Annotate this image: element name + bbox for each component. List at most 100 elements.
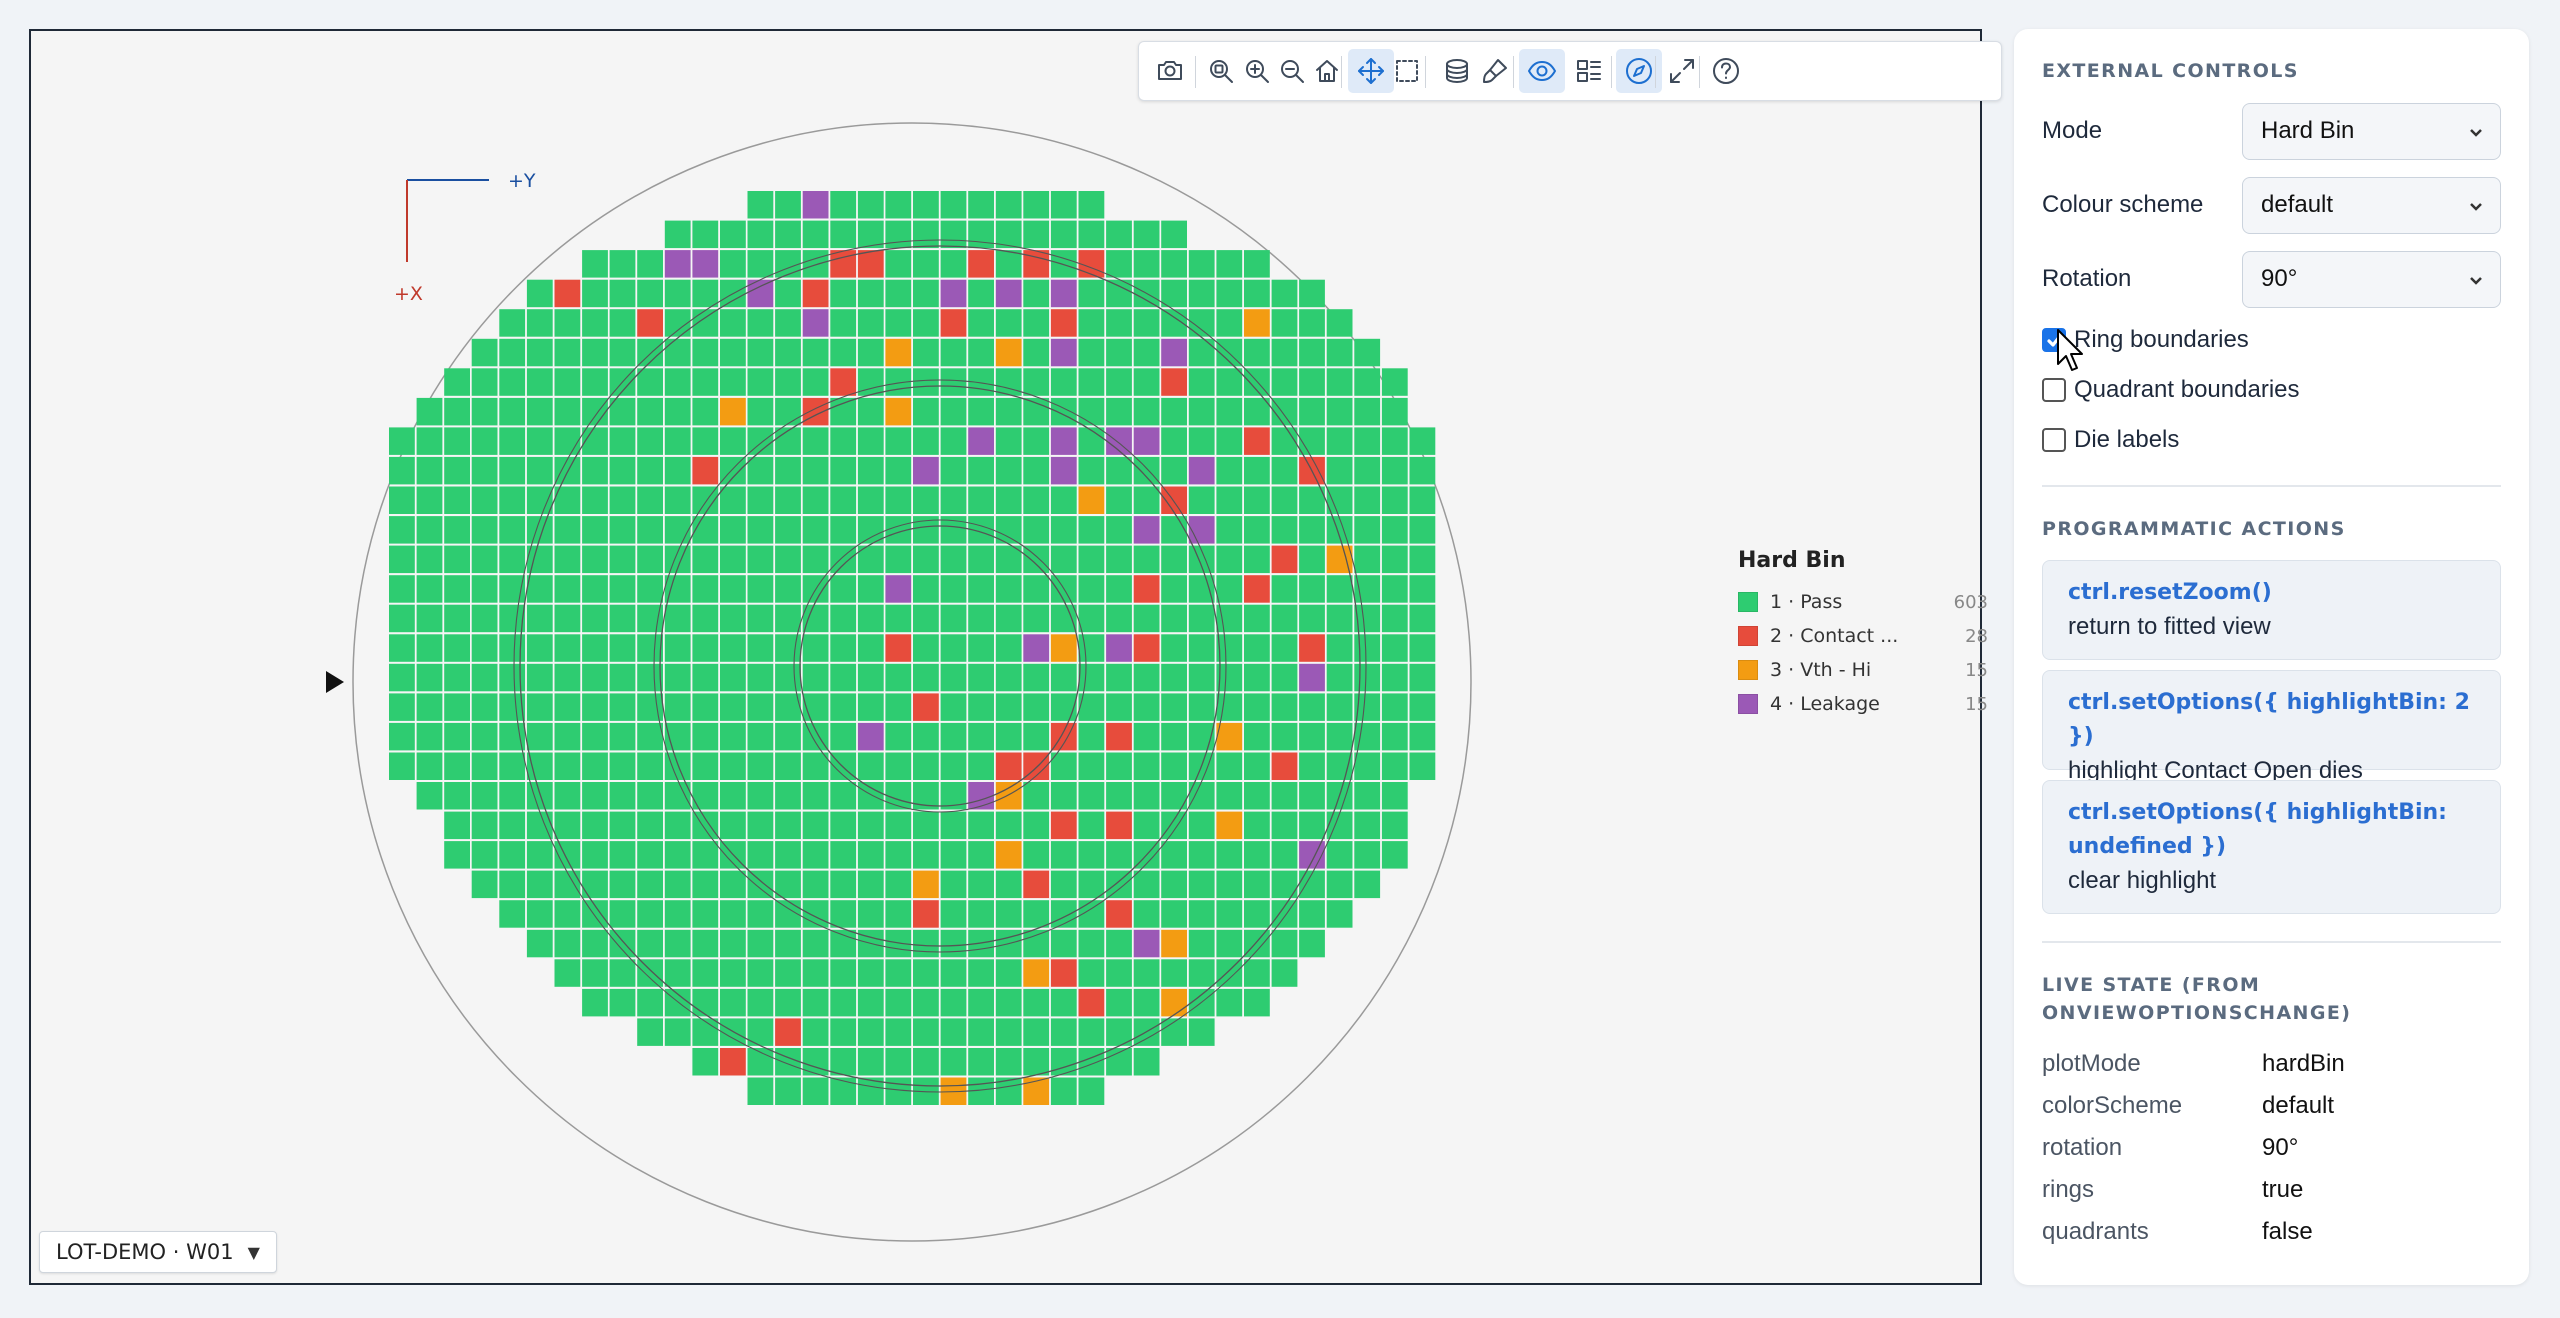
die[interactable]	[885, 1018, 912, 1046]
die[interactable]	[1188, 427, 1215, 455]
die[interactable]	[1271, 841, 1298, 869]
die[interactable]	[416, 456, 443, 485]
die[interactable]	[389, 545, 415, 574]
die[interactable]	[526, 929, 553, 958]
die[interactable]	[1409, 693, 1436, 721]
die[interactable]	[830, 634, 857, 662]
die[interactable]	[1133, 368, 1160, 396]
die[interactable]	[609, 486, 636, 515]
die[interactable]	[526, 634, 553, 662]
die[interactable]	[968, 841, 994, 869]
die[interactable]	[582, 516, 608, 544]
die[interactable]	[1161, 456, 1187, 485]
die[interactable]	[995, 752, 1022, 781]
die[interactable]	[1354, 782, 1381, 810]
die[interactable]	[1216, 279, 1243, 308]
home-button[interactable]	[1304, 49, 1350, 93]
die[interactable]	[720, 397, 746, 426]
die[interactable]	[1244, 811, 1270, 840]
die[interactable]	[1078, 604, 1105, 633]
die[interactable]	[1271, 870, 1298, 899]
die[interactable]	[1271, 722, 1298, 751]
die[interactable]	[1106, 338, 1132, 367]
die[interactable]	[1078, 811, 1105, 840]
die[interactable]	[1381, 516, 1408, 544]
die[interactable]	[1271, 693, 1298, 721]
die[interactable]	[1188, 634, 1215, 662]
die[interactable]	[582, 752, 608, 781]
die[interactable]	[471, 722, 498, 751]
die[interactable]	[747, 929, 774, 958]
die[interactable]	[582, 841, 608, 869]
die[interactable]	[609, 900, 636, 928]
die[interactable]	[940, 220, 967, 249]
die[interactable]	[1023, 368, 1050, 396]
die[interactable]	[940, 752, 967, 781]
die[interactable]	[1271, 338, 1298, 367]
die[interactable]	[1326, 456, 1353, 485]
die[interactable]	[1188, 811, 1215, 840]
die[interactable]	[1326, 870, 1353, 899]
die[interactable]	[747, 338, 774, 367]
die[interactable]	[389, 575, 415, 603]
die[interactable]	[1216, 250, 1243, 278]
die[interactable]	[1133, 722, 1160, 751]
die[interactable]	[471, 486, 498, 515]
die[interactable]	[747, 516, 774, 544]
die[interactable]	[720, 309, 746, 337]
die[interactable]	[637, 575, 663, 603]
die[interactable]	[526, 870, 553, 899]
die[interactable]	[968, 634, 994, 662]
die[interactable]	[1023, 870, 1050, 899]
die[interactable]	[1354, 368, 1381, 396]
die[interactable]	[1354, 397, 1381, 426]
die[interactable]	[444, 663, 470, 692]
die[interactable]	[1188, 929, 1215, 958]
die[interactable]	[1133, 870, 1160, 899]
die[interactable]	[1409, 722, 1436, 751]
die[interactable]	[499, 338, 526, 367]
die[interactable]	[802, 486, 829, 515]
die[interactable]	[1161, 338, 1187, 367]
die[interactable]	[968, 250, 994, 278]
die[interactable]	[1381, 841, 1408, 869]
die[interactable]	[857, 575, 884, 603]
die[interactable]	[995, 309, 1022, 337]
die[interactable]	[775, 575, 801, 603]
die[interactable]	[1188, 456, 1215, 485]
die[interactable]	[389, 516, 415, 544]
die[interactable]	[913, 841, 939, 869]
die[interactable]	[554, 663, 581, 692]
die[interactable]	[857, 722, 884, 751]
die[interactable]	[775, 841, 801, 869]
die[interactable]	[968, 988, 994, 1017]
die[interactable]	[802, 841, 829, 869]
die[interactable]	[1050, 841, 1077, 869]
die[interactable]	[1023, 663, 1050, 692]
die[interactable]	[1299, 604, 1325, 633]
die[interactable]	[526, 900, 553, 928]
clear-highlight-action[interactable]: ctrl.setOptions({ highlightBin: undefine…	[2042, 780, 2501, 914]
die[interactable]	[1216, 397, 1243, 426]
die[interactable]	[471, 870, 498, 899]
die[interactable]	[1078, 575, 1105, 603]
die[interactable]	[416, 663, 443, 692]
die[interactable]	[692, 338, 719, 367]
die[interactable]	[1299, 575, 1325, 603]
paintbrush-button[interactable]	[1472, 49, 1518, 93]
die[interactable]	[1161, 368, 1187, 396]
die[interactable]	[1078, 397, 1105, 426]
die[interactable]	[940, 309, 967, 337]
die[interactable]	[1244, 782, 1270, 810]
die[interactable]	[1133, 545, 1160, 574]
die[interactable]	[857, 900, 884, 928]
die[interactable]	[664, 397, 691, 426]
die[interactable]	[802, 279, 829, 308]
die[interactable]	[1244, 929, 1270, 958]
die[interactable]	[747, 220, 774, 249]
wafer-map[interactable]: +Y +X	[31, 31, 1984, 1287]
die[interactable]	[1354, 663, 1381, 692]
die[interactable]	[1050, 870, 1077, 899]
die[interactable]	[775, 191, 801, 219]
die[interactable]	[609, 545, 636, 574]
